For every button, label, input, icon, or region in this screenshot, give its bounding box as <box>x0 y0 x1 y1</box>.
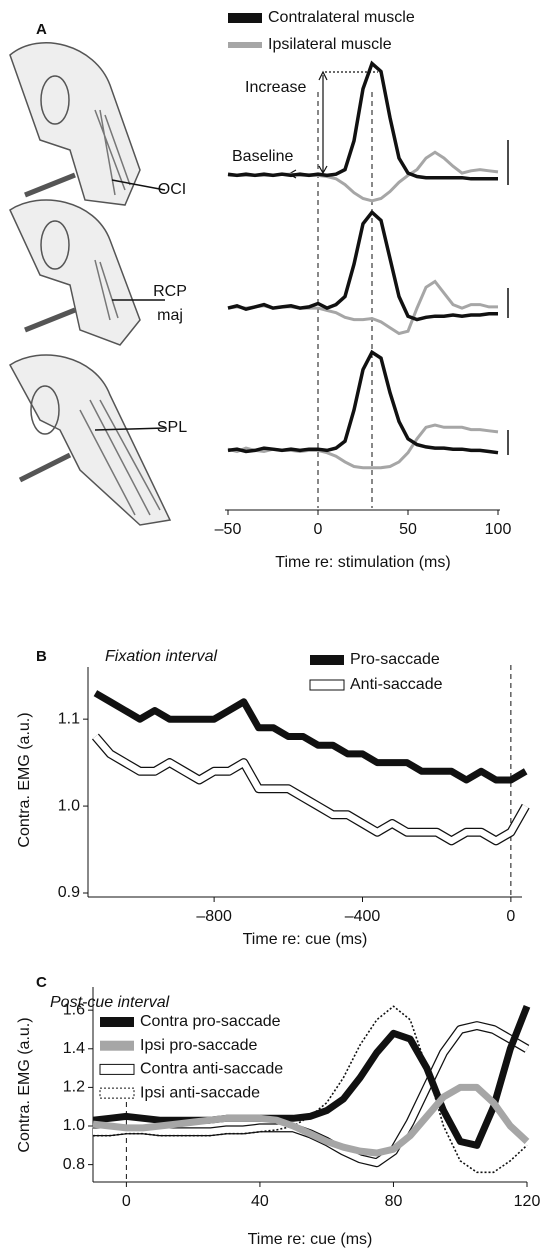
chart-title: Post-cue interval <box>50 994 170 1011</box>
panel-label: C <box>36 974 47 991</box>
x-tick-label: 80 <box>385 1193 403 1210</box>
y-tick-label: 0.8 <box>63 1156 85 1173</box>
line <box>92 1083 530 1157</box>
muscle-label: SPL <box>156 419 188 436</box>
x-tick-label: 0 <box>122 1193 131 1210</box>
trace <box>227 349 499 455</box>
legend-swatch <box>310 655 344 665</box>
x-axis-title: Time re: stimulation (ms) <box>275 554 450 571</box>
trace <box>227 209 498 322</box>
panel-label: A <box>36 21 47 38</box>
trace <box>227 60 498 181</box>
x-tick-label: 50 <box>399 521 417 538</box>
x-tick-label: 40 <box>251 1193 269 1210</box>
legend-label: Ipsi pro-saccade <box>140 1037 257 1054</box>
legend-label: Ipsi anti-saccade <box>140 1084 260 1101</box>
x-tick-label: –800 <box>196 908 232 925</box>
muscle-label: RCP maj <box>153 283 187 324</box>
y-axis-title: Contra. EMG (a.u.) <box>16 712 33 847</box>
line <box>92 1005 531 1149</box>
y-tick-label: 1.0 <box>58 797 80 814</box>
y-tick-label: 0.9 <box>58 884 80 901</box>
line-inner <box>92 734 529 845</box>
x-tick-label: 0 <box>314 521 323 538</box>
line <box>93 690 528 784</box>
annotation: Increase <box>245 79 306 96</box>
y-tick-label: 1.0 <box>63 1117 85 1134</box>
legend-swatch <box>99 1063 135 1075</box>
muscle-label: OCI <box>157 181 187 198</box>
legend-label: Anti-saccade <box>350 676 443 693</box>
legend-label: Contralateral muscle <box>268 9 415 26</box>
annotation: Baseline <box>232 148 293 165</box>
x-tick-label: –400 <box>345 908 381 925</box>
legend-swatch <box>100 1017 134 1027</box>
trace <box>227 423 499 470</box>
legend-label: Ipsilateral muscle <box>268 36 392 53</box>
line <box>91 733 530 846</box>
x-tick-label: 100 <box>485 521 512 538</box>
y-axis-title: Contra. EMG (a.u.) <box>16 1017 33 1152</box>
y-tick-label: 1.6 <box>63 1001 85 1018</box>
x-axis-title: Time re: cue (ms) <box>248 1231 373 1248</box>
x-tick-label: –50 <box>215 521 242 538</box>
chart-title: Fixation interval <box>105 648 217 665</box>
x-tick-label: 120 <box>514 1193 541 1210</box>
y-tick-label: 1.4 <box>63 1040 85 1057</box>
legend-label: Contra anti-saccade <box>140 1061 283 1078</box>
y-tick-label: 1.1 <box>58 710 80 727</box>
panel-label: B <box>36 648 47 665</box>
legend-swatch <box>100 1040 134 1051</box>
legend-label: Contra pro-saccade <box>140 1013 281 1030</box>
head-drawing <box>9 42 172 526</box>
x-axis-title: Time re: cue (ms) <box>243 931 368 948</box>
annotation-arrows <box>287 70 509 455</box>
legend-label: Pro-saccade <box>350 651 440 668</box>
legend-swatch <box>99 1087 135 1099</box>
x-tick-label: 0 <box>506 908 515 925</box>
legend-swatch <box>309 679 345 691</box>
y-tick-label: 1.2 <box>63 1079 85 1096</box>
